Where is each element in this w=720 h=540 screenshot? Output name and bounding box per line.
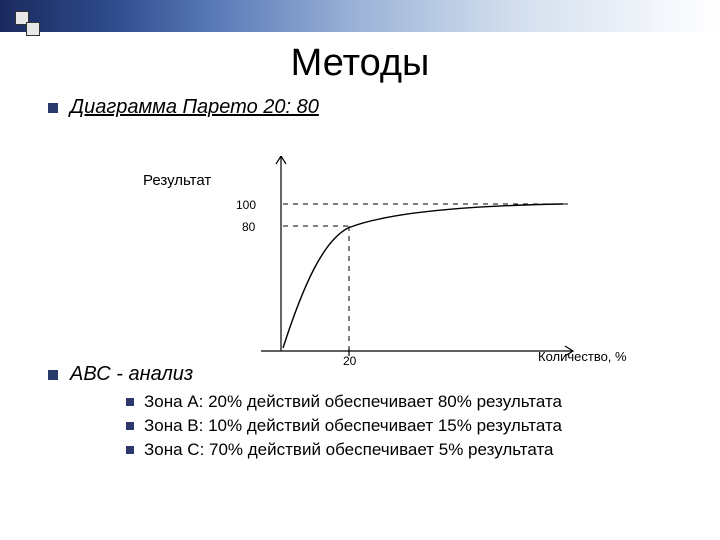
abc-sublist: Зона А: 20% действий обеспечивает 80% ре… — [126, 392, 562, 464]
bullet-square-icon — [48, 103, 58, 113]
bullet-square-icon — [126, 398, 134, 406]
bullet-square-icon — [126, 446, 134, 454]
zone-c-text: Зона С: 70% действий обеспечивает 5% рез… — [144, 440, 554, 460]
bullet-square-icon — [126, 422, 134, 430]
page-title: Методы — [0, 42, 720, 85]
list-item: Зона В: 10% действий обеспечивает 15% ре… — [126, 416, 562, 436]
heading-pareto-text: Диаграмма Парето 20: 80 — [70, 96, 319, 119]
y-axis-label: Результат — [143, 172, 211, 189]
heading-abc: АВС - анализ — [48, 363, 193, 386]
corner-square-icon — [26, 22, 40, 36]
list-item: Зона А: 20% действий обеспечивает 80% ре… — [126, 392, 562, 412]
content-area: Диаграмма Парето 20: 80 Результат 100 80… — [48, 96, 680, 127]
pareto-chart — [253, 156, 583, 366]
list-item: Зона С: 70% действий обеспечивает 5% рез… — [126, 440, 562, 460]
heading-abc-text: АВС - анализ — [70, 363, 193, 386]
bullet-square-icon — [48, 370, 58, 380]
header-gradient — [0, 0, 720, 32]
zone-a-text: Зона А: 20% действий обеспечивает 80% ре… — [144, 392, 562, 412]
heading-pareto: Диаграмма Парето 20: 80 — [48, 96, 680, 119]
zone-b-text: Зона В: 10% действий обеспечивает 15% ре… — [144, 416, 562, 436]
chart-svg — [253, 156, 583, 366]
